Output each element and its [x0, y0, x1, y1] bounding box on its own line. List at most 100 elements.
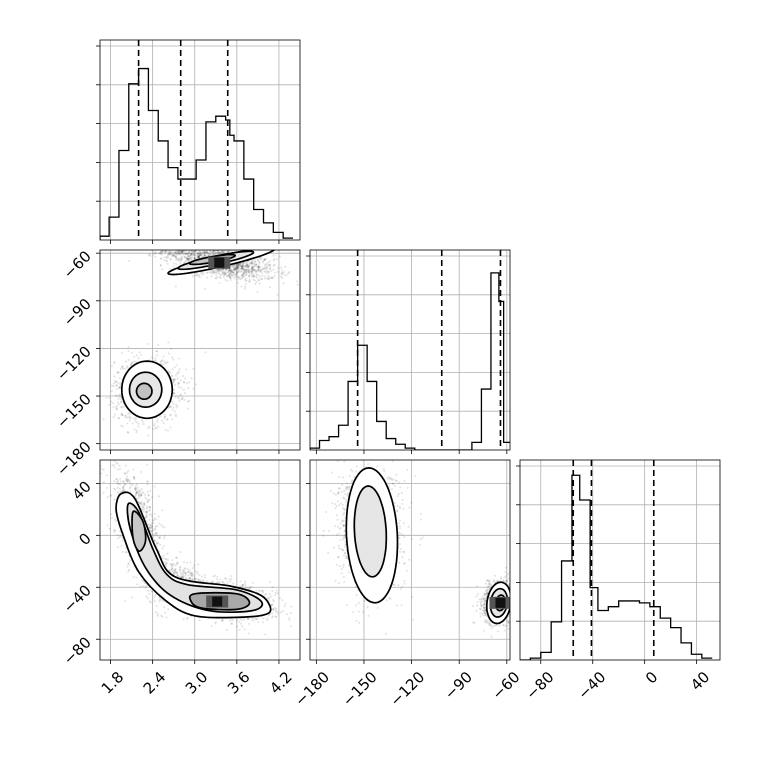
scatter-point — [247, 266, 250, 269]
scatter-point — [212, 575, 215, 578]
scatter-point — [253, 265, 256, 268]
scatter-point — [248, 261, 251, 265]
scatter-point — [192, 253, 195, 256]
scatter-point — [118, 395, 121, 398]
scatter-point — [241, 263, 244, 266]
scatter-point — [181, 375, 185, 378]
scatter-point — [266, 277, 269, 280]
scatter-point — [246, 264, 249, 267]
scatter-point — [234, 267, 237, 270]
scatter-point — [173, 383, 177, 386]
scatter-point — [157, 343, 160, 346]
scatter-point — [251, 266, 254, 269]
scatter-point — [145, 511, 149, 514]
scatter-point — [174, 413, 177, 416]
scatter-point — [147, 342, 150, 346]
scatter-point — [160, 360, 163, 363]
scatter-point — [171, 253, 174, 256]
scatter-point — [241, 267, 244, 270]
scatter-point — [159, 252, 162, 255]
scatter-point — [266, 617, 269, 620]
scatter-point — [234, 267, 237, 270]
scatter-point — [243, 582, 246, 585]
scatter-point — [108, 396, 111, 399]
scatter-point — [139, 353, 143, 357]
scatter-point — [247, 270, 250, 273]
scatter-point — [190, 253, 193, 256]
scatter-point — [174, 250, 178, 253]
scatter-point — [271, 603, 274, 606]
scatter-point — [124, 600, 127, 603]
x-tick-label: −80 — [522, 668, 557, 703]
scatter-point — [219, 275, 222, 279]
scatter-point — [117, 479, 120, 483]
scatter-point — [243, 271, 247, 274]
scatter-point — [212, 580, 215, 583]
scatter-point — [115, 394, 119, 398]
scatter-point — [197, 256, 200, 259]
scatter-point — [188, 251, 191, 254]
scatter-point — [267, 263, 270, 266]
scatter-point — [223, 272, 226, 275]
scatter-point — [186, 243, 188, 245]
scatter-point — [182, 244, 184, 246]
scatter-point — [227, 250, 230, 253]
scatter-point — [287, 272, 290, 275]
scatter-point — [208, 253, 211, 256]
scatter-point — [278, 255, 281, 258]
scatter-point — [114, 488, 117, 491]
scatter-point — [200, 243, 202, 245]
scatter-point — [199, 251, 202, 254]
scatter-point — [120, 401, 123, 404]
scatter-point — [151, 495, 154, 499]
scatter-point — [124, 464, 127, 467]
scatter-point — [117, 403, 120, 406]
scatter-point — [284, 265, 287, 268]
scatter-point — [181, 396, 184, 399]
scatter-point — [146, 480, 149, 483]
scatter-point — [134, 487, 137, 490]
scatter-point — [184, 259, 187, 262]
scatter-point — [235, 271, 238, 274]
scatter-point — [131, 422, 134, 425]
scatter-point — [179, 379, 182, 382]
scatter-point — [116, 388, 119, 391]
scatter-point — [140, 470, 143, 473]
scatter-point — [122, 367, 125, 370]
scatter-point — [240, 265, 243, 268]
scatter-point — [187, 242, 189, 244]
scatter-point — [137, 425, 140, 428]
scatter-point — [174, 246, 176, 248]
scatter-point — [194, 254, 197, 257]
scatter-point — [269, 265, 272, 268]
scatter-point — [221, 581, 224, 584]
panel-frame — [519, 459, 721, 661]
scatter-point — [244, 271, 248, 274]
scatter-point — [267, 597, 270, 600]
scatter-point — [120, 351, 123, 355]
scatter-point — [139, 502, 142, 505]
scatter-point — [182, 388, 185, 391]
scatter-point — [241, 274, 244, 277]
scatter-point — [235, 264, 238, 267]
scatter-point — [181, 250, 184, 252]
scatter-point — [248, 280, 251, 283]
scatter-point — [205, 242, 207, 244]
scatter-point — [189, 253, 192, 256]
scatter-point — [128, 559, 131, 562]
scatter-point — [276, 293, 279, 296]
scatter-point — [238, 248, 240, 250]
scatter-point — [177, 253, 180, 256]
scatter-point — [237, 264, 240, 267]
scatter-point — [147, 494, 151, 497]
scatter-point — [283, 605, 286, 608]
scatter-point — [115, 408, 118, 411]
scatter-point — [203, 252, 206, 255]
scatter-point — [214, 253, 217, 256]
scatter-point — [238, 262, 242, 265]
scatter-point — [232, 273, 235, 276]
scatter-point — [126, 471, 129, 474]
scatter-point — [172, 403, 175, 406]
scatter-point — [154, 527, 157, 530]
scatter-point — [214, 271, 217, 274]
